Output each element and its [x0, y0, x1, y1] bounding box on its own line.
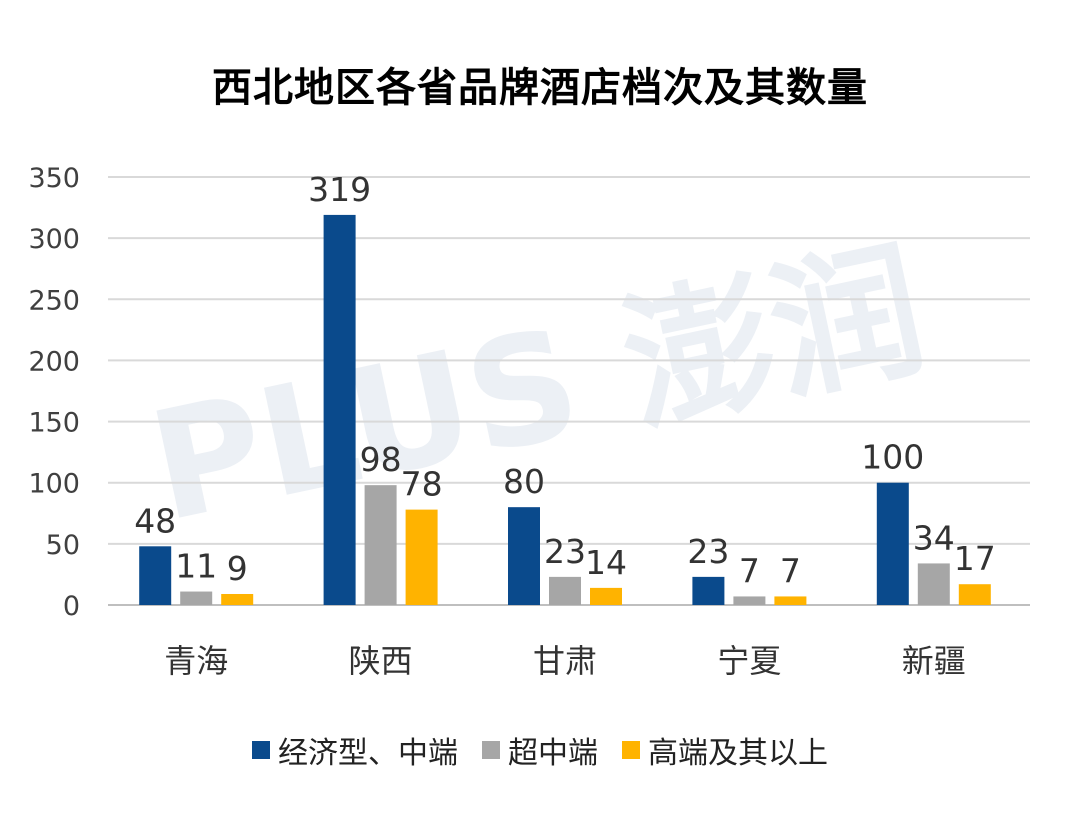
legend-label: 经济型、中端	[278, 736, 458, 771]
y-tick-label: 0	[63, 591, 80, 622]
y-tick-label: 350	[28, 163, 80, 194]
data-label: 98	[360, 440, 402, 479]
y-tick-label: 100	[28, 469, 80, 500]
data-label: 23	[687, 532, 729, 571]
data-label: 7	[739, 551, 760, 590]
data-label: 100	[861, 438, 924, 477]
x-tick-label: 甘肃	[533, 642, 597, 680]
y-tick-label: 50	[46, 530, 80, 561]
bar	[221, 593, 254, 605]
x-axis: 青海 陕西 甘肃 宁夏 新疆	[164, 642, 966, 680]
gridlines	[108, 176, 1030, 606]
y-tick-label: 150	[28, 408, 80, 439]
legend-item: 高端及其以上	[622, 728, 828, 772]
bar	[139, 546, 172, 605]
watermark: PLUS 澎润	[137, 223, 938, 556]
chart-title: 西北地区各省品牌酒店档次及其数量	[212, 65, 868, 111]
data-label: 78	[401, 465, 443, 504]
legend-item: 超中端	[482, 728, 598, 772]
legend-label: 高端及其以上	[648, 736, 828, 771]
legend-swatch	[252, 741, 270, 759]
legend-swatch	[482, 741, 500, 759]
data-label: 34	[913, 518, 955, 557]
data-label: 14	[585, 543, 627, 582]
data-label: 23	[544, 532, 586, 571]
y-axis: 0 50 100 150 200 250 300 350	[28, 163, 80, 622]
bar	[958, 584, 991, 605]
bar	[405, 509, 438, 605]
bar	[590, 587, 622, 605]
legend-swatch	[622, 741, 640, 759]
data-label: 9	[227, 549, 248, 588]
x-tick-label: 新疆	[902, 642, 966, 680]
legend-label: 超中端	[508, 736, 598, 771]
legend: 经济型、中端 超中端 高端及其以上	[0, 728, 1080, 772]
data-label: 11	[175, 547, 217, 586]
bar	[180, 591, 213, 605]
bar	[876, 482, 909, 605]
bar	[549, 576, 581, 605]
data-label: 319	[308, 170, 371, 209]
data-label: 48	[134, 501, 176, 540]
x-tick-label: 青海	[164, 642, 228, 680]
y-tick-label: 300	[28, 224, 80, 255]
bar	[733, 596, 766, 605]
bar	[323, 214, 356, 605]
bar	[917, 563, 950, 605]
bar	[508, 507, 540, 605]
data-label: 80	[503, 462, 545, 501]
watermark-text: PLUS 澎润	[137, 223, 938, 556]
bar	[364, 485, 397, 605]
data-label: 17	[954, 539, 996, 578]
y-tick-label: 250	[28, 285, 80, 316]
x-tick-label: 陕西	[349, 642, 413, 680]
data-label: 7	[780, 551, 801, 590]
x-tick-label: 宁夏	[717, 642, 781, 680]
bar	[692, 576, 725, 605]
bars	[139, 214, 991, 605]
bar	[774, 596, 807, 605]
y-tick-label: 200	[28, 346, 80, 377]
legend-item: 经济型、中端	[252, 728, 458, 772]
